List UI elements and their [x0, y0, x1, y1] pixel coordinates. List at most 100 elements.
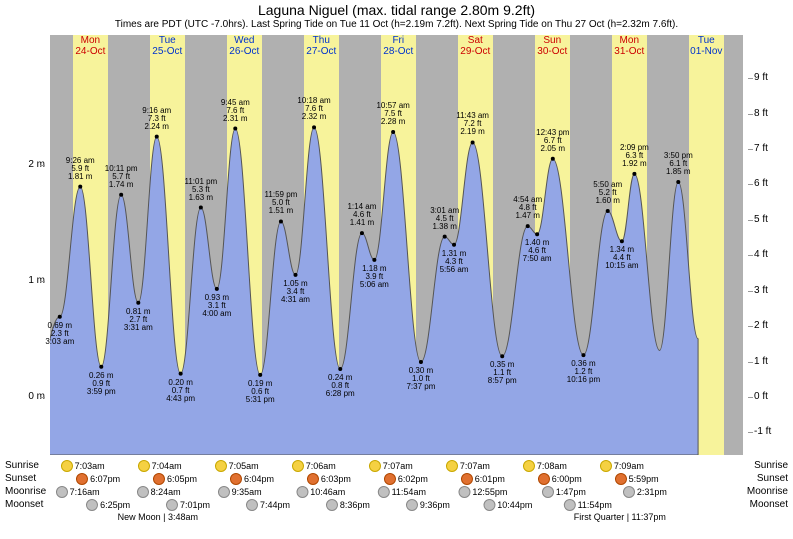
tide-label: 0.35 m1.1 ft8:57 pm [488, 361, 517, 385]
tide-label: 0.69 m2.3 ft3:03 am [45, 322, 74, 346]
astro-time: 6:00pm [552, 474, 582, 484]
tide-label: 11:43 am7.2 ft2.19 m [456, 112, 489, 136]
tide-label: 10:57 am7.5 ft2.28 m [376, 102, 409, 126]
row-label: Moonset [750, 499, 788, 510]
astro-time: 1:47pm [556, 487, 586, 497]
astro-time: 7:08am [537, 461, 567, 471]
row-label: Sunset [757, 473, 788, 484]
tide-label: 0.24 m0.8 ft6:28 pm [326, 374, 355, 398]
axis-tick: 9 ft [748, 72, 793, 83]
moon-icon [458, 486, 470, 498]
date-label: Tue01-Nov [689, 35, 724, 57]
astro-time: 7:16am [70, 487, 100, 497]
astro-item: 10:44pm [483, 499, 532, 511]
astro-time: 2:31pm [637, 487, 667, 497]
astro-time: 10:46am [310, 487, 345, 497]
sun-set-icon [538, 473, 550, 485]
date-label: Tue25-Oct [150, 35, 185, 57]
chart-area: Mon24-Oct Tue25-Oct Wed26-Oct Thu27-Oct Fri2… [50, 35, 743, 455]
astro-time: 6:03pm [321, 474, 351, 484]
moon-icon [378, 486, 390, 498]
astro-item: 6:04pm [230, 473, 274, 485]
astro-time: 7:09am [614, 461, 644, 471]
chart-subtitle: Times are PDT (UTC -7.0hrs). Last Spring… [0, 18, 793, 30]
astro-time: 9:36pm [420, 500, 450, 510]
moon-icon [218, 486, 230, 498]
astro-time: 7:44pm [260, 500, 290, 510]
astro-time: 7:01pm [180, 500, 210, 510]
sun-set-icon [307, 473, 319, 485]
axis-tick: 2 ft [748, 320, 793, 331]
astro-time: 8:36pm [340, 500, 370, 510]
astro-time: 6:04pm [244, 474, 274, 484]
astro-time: 11:54pm [578, 500, 612, 510]
astro-item: 5:59pm [615, 473, 659, 485]
astro-item: 6:03pm [307, 473, 351, 485]
astro-item: 6:02pm [384, 473, 428, 485]
moon-icon [542, 486, 554, 498]
sun-rise-icon [369, 460, 381, 472]
axis-tick: 4 ft [748, 249, 793, 260]
astro-item: 11:54pm [564, 499, 612, 511]
astro-item: 7:07am [446, 460, 490, 472]
astro-time: 7:07am [383, 461, 413, 471]
tide-label: 1.31 m4.3 ft5:56 am [440, 250, 469, 274]
astro-time: 6:02pm [398, 474, 428, 484]
tide-label: 4:54 am4.8 ft1.47 m [513, 196, 542, 220]
row-label: Sunrise [5, 460, 39, 471]
tide-label: 12:43 pm6.7 ft2.05 m [536, 129, 569, 153]
astro-item: 12:55pm [458, 486, 507, 498]
axis-tick: -1 ft [748, 426, 793, 437]
astro-item: 7:05am [215, 460, 259, 472]
astro-time: 5:59pm [629, 474, 659, 484]
astro-time: 6:05pm [167, 474, 197, 484]
tide-label: 9:26 am5.9 ft1.81 m [66, 157, 95, 181]
tide-label: 11:59 pm5.0 ft1.51 m [265, 191, 298, 215]
date-label: Sun30-Oct [535, 35, 570, 57]
date-label: Fri28-Oct [381, 35, 416, 57]
row-label: Sunrise [754, 460, 788, 471]
date-label: Wed26-Oct [227, 35, 262, 57]
sun-set-icon [384, 473, 396, 485]
tide-label: 1.18 m3.9 ft5:06 am [360, 265, 389, 289]
date-label: Sat29-Oct [458, 35, 493, 57]
astro-item: 6:00pm [538, 473, 582, 485]
astro-time: 9:35am [232, 487, 262, 497]
astro-item: 2:31pm [623, 486, 667, 498]
axis-right: -1 ft0 ft1 ft2 ft3 ft4 ft5 ft6 ft7 ft8 f… [748, 35, 793, 455]
astro-item: 7:03am [61, 460, 105, 472]
sun-rise-icon [600, 460, 612, 472]
sun-rise-icon [446, 460, 458, 472]
axis-tick: 6 ft [748, 178, 793, 189]
axis-tick: 0 ft [748, 391, 793, 402]
tide-label: 1.40 m4.6 ft7:50 am [523, 239, 552, 263]
sun-set-icon [230, 473, 242, 485]
astro-item: 6:25pm [86, 499, 130, 511]
moon-icon [623, 486, 635, 498]
axis-tick: 3 ft [748, 285, 793, 296]
moon-icon [137, 486, 149, 498]
astro-item: 8:36pm [326, 499, 370, 511]
moon-icon [564, 499, 576, 511]
astro-time: 12:55pm [472, 487, 507, 497]
tide-label: 1:14 am4.6 ft1.41 m [347, 203, 376, 227]
astro-time: 7:03am [75, 461, 105, 471]
row-label: Moonrise [747, 486, 788, 497]
axis-left: 0 m1 m2 m [0, 35, 45, 455]
astro-item: 7:16am [56, 486, 100, 498]
sun-rise-icon [215, 460, 227, 472]
tide-label: 1.05 m3.4 ft4:31 am [281, 280, 310, 304]
sun-set-icon [153, 473, 165, 485]
row-label: Moonset [5, 499, 43, 510]
astro-item: 8:24am [137, 486, 181, 498]
date-label: Mon24-Oct [73, 35, 109, 57]
sun-rise-icon [523, 460, 535, 472]
tide-label: 0.93 m3.1 ft4:00 am [202, 294, 231, 318]
moon-icon [166, 499, 178, 511]
moon-icon [86, 499, 98, 511]
astro-time: 6:01pm [475, 474, 505, 484]
tide-label: 3:50 pm6.1 ft1.85 m [664, 152, 693, 176]
sun-rise-icon [61, 460, 73, 472]
moon-icon [406, 499, 418, 511]
date-label: Thu27-Oct [304, 35, 339, 57]
